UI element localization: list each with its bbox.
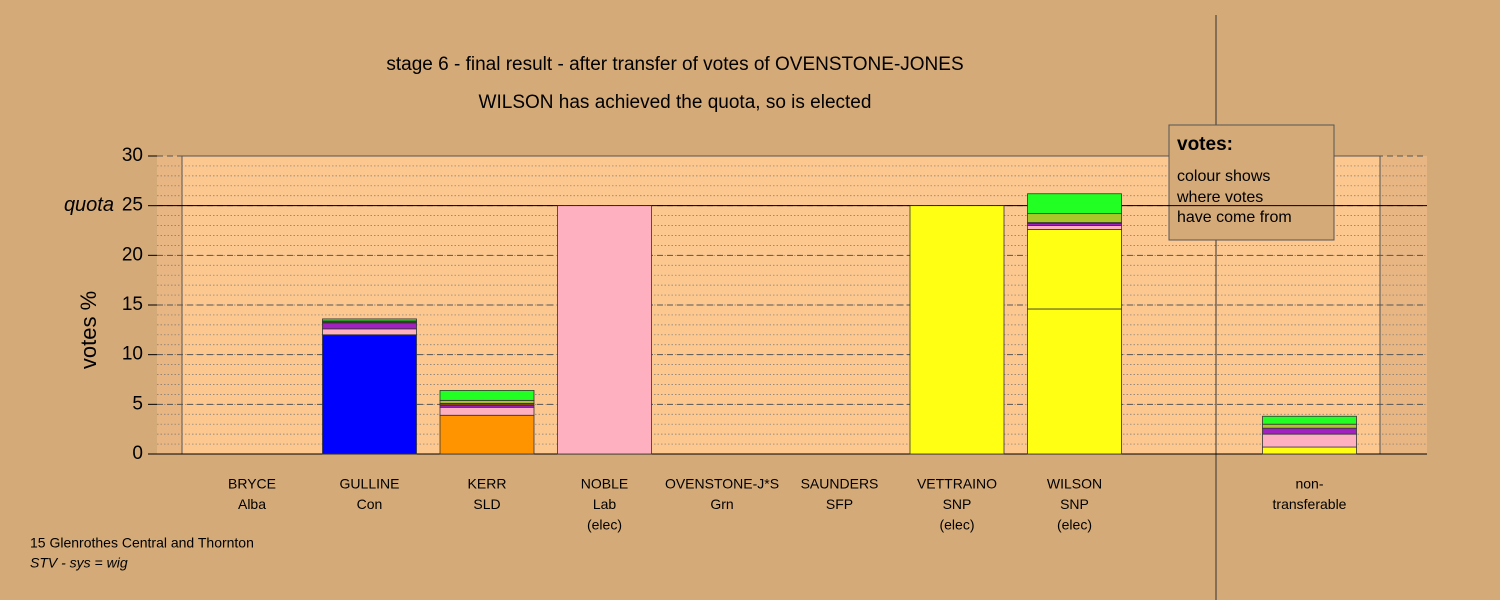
x-tick-label: Con <box>357 496 383 512</box>
x-tick-label: NOBLE <box>581 476 628 492</box>
bar-segment <box>1027 213 1122 223</box>
x-tick-label: SNP <box>1060 496 1089 512</box>
bar-segment <box>322 334 417 455</box>
bar-segment <box>909 205 1005 455</box>
footer-note: STV - sys = wig <box>30 555 128 571</box>
x-tick-label: BRYCE <box>228 476 276 492</box>
y-tick-label: 10 <box>122 344 143 365</box>
y-axis-label: votes % <box>76 291 101 369</box>
bar-segment <box>1262 433 1357 448</box>
legend-title: votes: <box>1177 134 1233 155</box>
bar-segment <box>1027 225 1122 230</box>
x-tick-label: GULLINE <box>340 476 400 492</box>
x-tick-label: non- <box>1295 476 1323 492</box>
y-tick-label: 5 <box>132 393 143 414</box>
y-tick-label: 15 <box>122 294 143 315</box>
bar-segment <box>1027 308 1122 455</box>
bar-segment <box>322 318 417 322</box>
x-tick-label: VETTRAINO <box>917 476 997 492</box>
bar-segment <box>322 322 417 330</box>
bar-segment <box>439 399 535 404</box>
bar-segment <box>439 390 535 401</box>
footer: 15 Glenrothes Central and Thornton <box>30 535 254 551</box>
y-tick-label: 20 <box>122 244 143 265</box>
bar-segment <box>439 406 535 416</box>
x-tick-label: Alba <box>238 496 266 512</box>
x-tick-label: SLD <box>473 496 500 512</box>
bar-segment <box>1262 423 1357 429</box>
bar-segment <box>439 414 535 455</box>
bar-segment <box>1262 446 1357 455</box>
legend-text: where votes <box>1176 189 1263 206</box>
y-tick-label: 0 <box>132 443 143 464</box>
x-tick-label: (elec) <box>1057 517 1092 533</box>
x-tick-label: Lab <box>593 496 617 512</box>
legend-text: colour shows <box>1177 168 1270 185</box>
bar-segment <box>557 205 652 455</box>
x-tick-label: SFP <box>826 496 853 512</box>
bar-segment <box>1262 415 1357 425</box>
bar-segment <box>1027 193 1122 215</box>
bar-segment <box>322 328 417 336</box>
chart-title: stage 6 - final result - after transfer … <box>386 54 963 75</box>
y-tick-label: 25 <box>122 195 143 216</box>
x-tick-label: WILSON <box>1047 476 1102 492</box>
chart-subtitle: WILSON has achieved the quota, so is ele… <box>479 92 872 113</box>
quota-label: quota <box>64 194 114 216</box>
x-tick-label: transferable <box>1273 496 1347 512</box>
y-tick-label: 30 <box>122 145 143 166</box>
x-tick-label: OVENSTONE-J*S <box>665 476 779 492</box>
bar-segment <box>1262 427 1357 435</box>
bar-segment <box>1027 229 1122 310</box>
x-tick-label: (elec) <box>587 517 622 533</box>
x-tick-label: SAUNDERS <box>801 476 879 492</box>
x-tick-label: Grn <box>710 496 733 512</box>
x-tick-label: KERR <box>468 476 507 492</box>
x-tick-label: (elec) <box>939 517 974 533</box>
legend-text: have come from <box>1177 209 1292 226</box>
x-tick-label: SNP <box>943 496 972 512</box>
legend-box <box>1168 124 1335 241</box>
